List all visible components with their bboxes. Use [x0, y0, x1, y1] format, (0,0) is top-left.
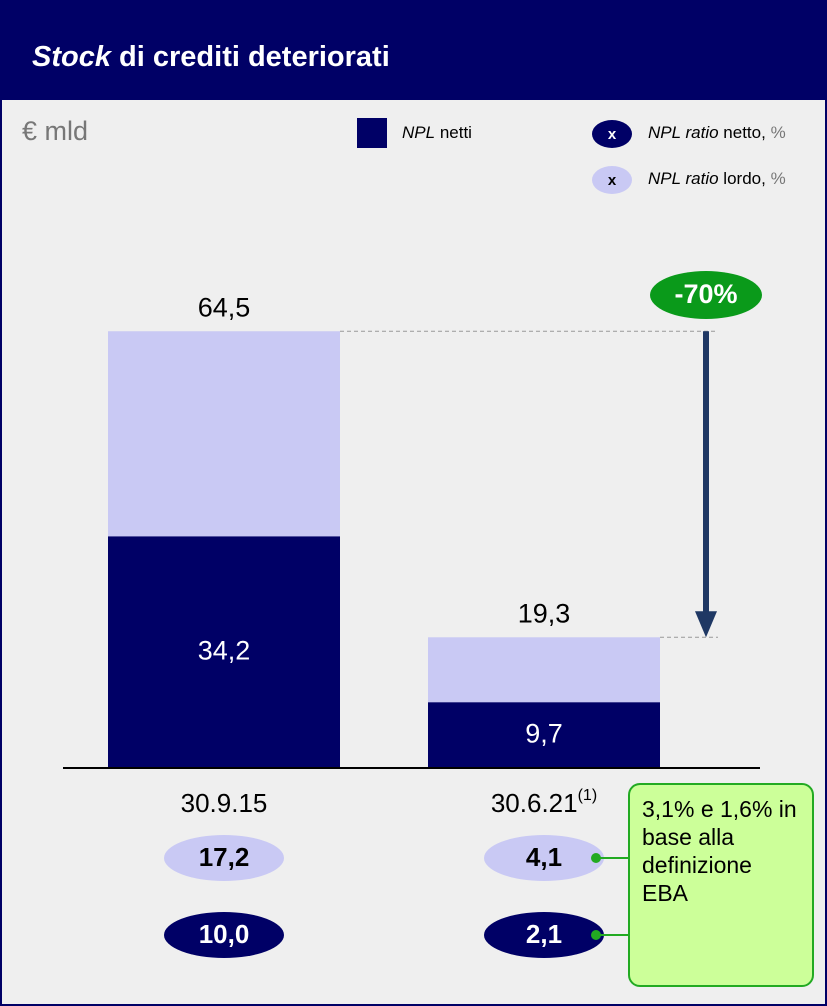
legend-label: NPL netti — [402, 123, 472, 142]
chart-title: Stock di crediti deteriorati — [32, 41, 390, 73]
legend-marker-label: x — [608, 126, 617, 143]
ratio-label: 4,1 — [526, 842, 562, 872]
change-badge — [650, 271, 762, 319]
legend-unit: % — [771, 123, 786, 142]
change-label: -70% — [674, 279, 737, 309]
legend-name: netti — [440, 123, 472, 142]
x-tick-label: 30.6.21(1) — [491, 787, 597, 818]
ratio-label: 17,2 — [199, 842, 250, 872]
bar — [108, 536, 340, 768]
legend-marker — [592, 166, 632, 194]
ratio-ellipse — [164, 835, 284, 881]
legend-name: netto, — [723, 123, 766, 142]
legend-label: NPL ratio lordo, % — [648, 169, 786, 188]
legend-marker — [592, 120, 632, 148]
legend-swatch — [357, 118, 387, 148]
ratio-label: 10,0 — [199, 919, 250, 949]
value-label: 9,7 — [525, 718, 563, 748]
legend-marker-label: x — [608, 172, 617, 189]
value-label: 34,2 — [198, 635, 251, 665]
legend-unit: % — [771, 169, 786, 188]
legend-name: lordo, — [723, 169, 766, 188]
ratio-ellipse — [484, 912, 604, 958]
footnote: (1) — [578, 787, 598, 804]
connector-dot — [591, 853, 601, 863]
ratio-ellipse — [484, 835, 604, 881]
ratio-label: 2,1 — [526, 919, 562, 949]
title-italic: Stock — [32, 41, 113, 73]
category: 30.6.21 — [491, 788, 578, 818]
title: di crediti deteriorati — [119, 41, 390, 73]
callout: 3,1% e 1,6% in base alla definizione EBA — [628, 783, 814, 987]
unit-label: € mld — [22, 116, 88, 146]
legend-italic: NPL — [402, 123, 435, 142]
bar — [428, 702, 660, 768]
category: 30.9.15 — [181, 788, 268, 818]
legend-italic: NPL ratio — [648, 123, 719, 142]
legend-italic: NPL ratio — [648, 169, 719, 188]
header — [0, 0, 827, 100]
ratio-ellipse — [164, 912, 284, 958]
total-label: 19,3 — [518, 598, 571, 628]
connector-dot — [591, 930, 601, 940]
x-tick-label: 30.9.15 — [181, 788, 268, 818]
legend-label: NPL ratio netto, % — [648, 123, 786, 142]
arrow-head — [695, 611, 717, 638]
total-label: 64,5 — [198, 292, 251, 322]
